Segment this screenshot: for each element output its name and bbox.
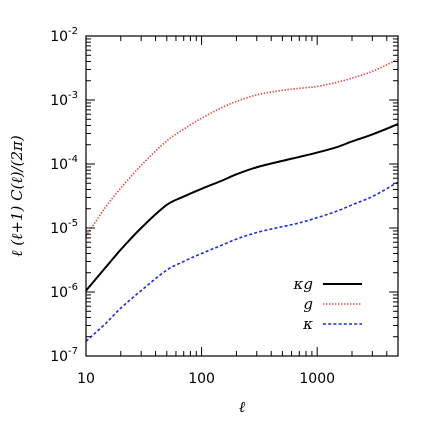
- y-tick-label: 10-4: [50, 154, 78, 173]
- series-line-0: [85, 123, 399, 292]
- x-tick-labels: 10 100 1000: [77, 371, 335, 387]
- y-tick-label: 10-6: [50, 282, 78, 301]
- x-tick-label: 10: [77, 371, 95, 387]
- y-tick-label: 10-3: [50, 90, 78, 109]
- y-tick-label: 10-7: [50, 346, 78, 365]
- legend-label: κg: [293, 275, 313, 293]
- series-line-2: [85, 181, 399, 342]
- plot-frame: [85, 35, 399, 357]
- legend-label: g: [303, 295, 313, 313]
- x-tick-label: 1000: [299, 371, 335, 387]
- tick-marks: [85, 35, 399, 357]
- legend-label: κ: [302, 315, 313, 333]
- x-axis-label: ℓ: [239, 398, 245, 416]
- y-tick-label: 10-2: [50, 26, 78, 45]
- y-tick-label: 10-5: [50, 218, 78, 237]
- curves: [85, 58, 399, 342]
- y-tick-labels: 10-7 10-6 10-5 10-4 10-3 10-2: [50, 26, 78, 365]
- y-axis-label: ℓ (ℓ+1) C(ℓ)/(2π): [8, 135, 26, 257]
- legend: κg gκ: [293, 275, 362, 333]
- series-line-1: [85, 58, 399, 237]
- x-tick-label: 100: [188, 371, 215, 387]
